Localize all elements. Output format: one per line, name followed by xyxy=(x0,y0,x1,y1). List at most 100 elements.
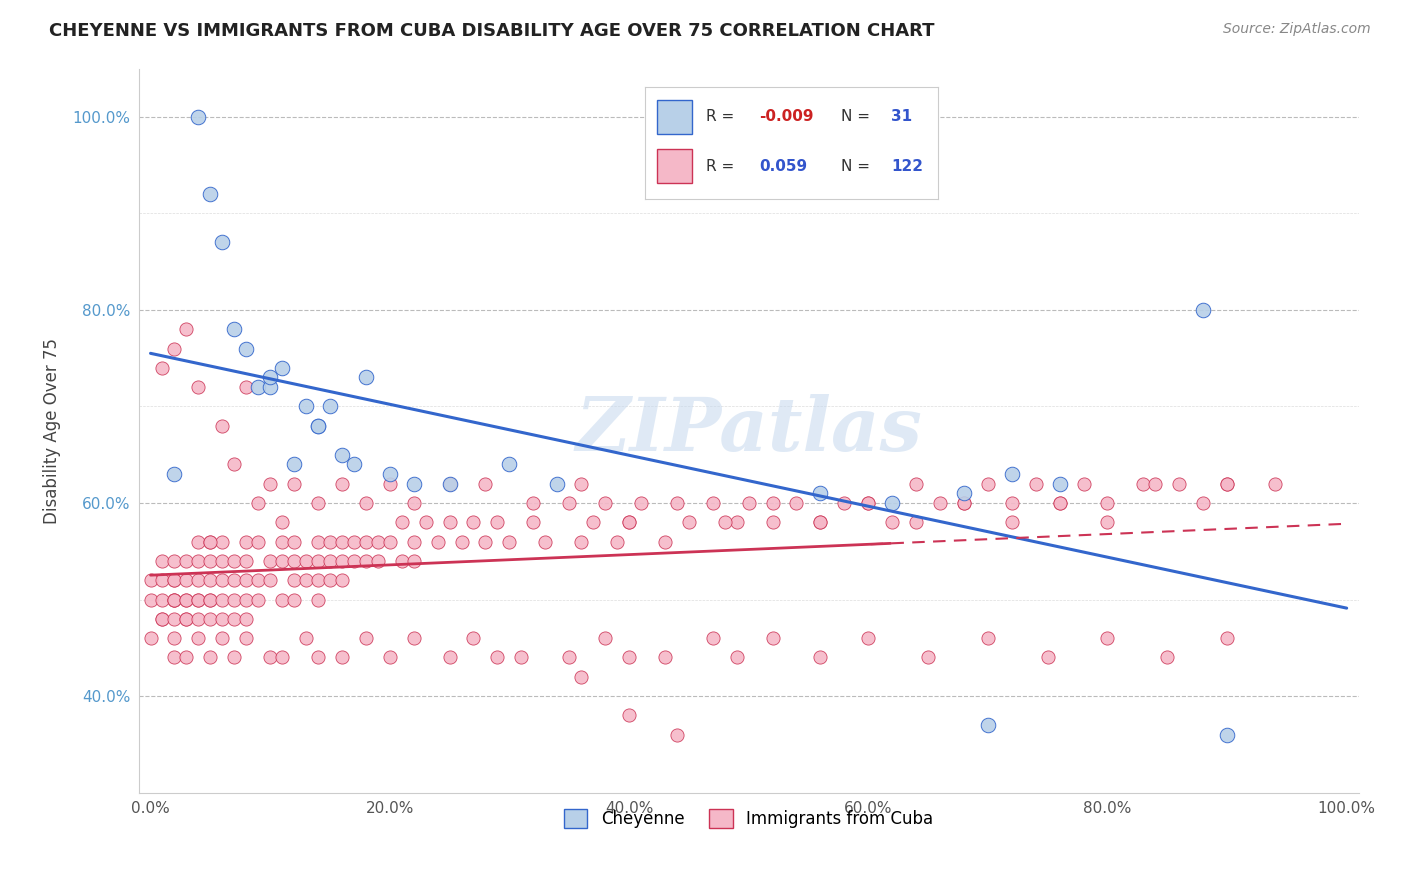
Point xyxy=(319,400,342,414)
Y-axis label: Disability Age Over 75: Disability Age Over 75 xyxy=(44,337,60,524)
Point xyxy=(593,496,616,510)
Point xyxy=(200,592,222,607)
Point xyxy=(367,554,389,568)
Point xyxy=(569,670,592,684)
Point xyxy=(211,631,233,645)
Point xyxy=(1192,302,1215,317)
Point xyxy=(235,573,257,587)
Point xyxy=(152,612,174,626)
Point xyxy=(235,592,257,607)
Point xyxy=(307,573,329,587)
Point xyxy=(1216,476,1239,491)
Point xyxy=(259,476,281,491)
Point xyxy=(200,534,222,549)
Point xyxy=(295,554,318,568)
Point xyxy=(415,516,437,530)
Point xyxy=(283,476,305,491)
Point xyxy=(200,187,222,202)
Point xyxy=(1001,516,1024,530)
Point xyxy=(163,592,186,607)
Point xyxy=(617,708,640,723)
Point xyxy=(295,573,318,587)
Point xyxy=(474,476,496,491)
Point xyxy=(152,554,174,568)
Point xyxy=(1097,516,1119,530)
Point xyxy=(953,496,976,510)
Point xyxy=(785,496,807,510)
Point xyxy=(163,592,186,607)
Point xyxy=(426,534,449,549)
Point xyxy=(235,342,257,356)
Point xyxy=(187,554,209,568)
Point xyxy=(665,496,688,510)
Point xyxy=(176,554,198,568)
Point xyxy=(1049,496,1071,510)
Point xyxy=(139,631,162,645)
Point xyxy=(200,554,222,568)
Point xyxy=(319,534,342,549)
Point xyxy=(247,380,270,394)
Point xyxy=(211,573,233,587)
Point xyxy=(247,573,270,587)
Point xyxy=(498,534,520,549)
Point xyxy=(391,554,413,568)
Point xyxy=(224,554,246,568)
Point xyxy=(391,516,413,530)
Point xyxy=(200,650,222,665)
Point xyxy=(343,458,366,472)
Point xyxy=(832,496,855,510)
Point xyxy=(200,592,222,607)
Point xyxy=(163,573,186,587)
Point xyxy=(354,534,377,549)
Point xyxy=(319,573,342,587)
Point xyxy=(1049,496,1071,510)
Point xyxy=(761,516,783,530)
Point xyxy=(235,631,257,645)
Point xyxy=(307,496,329,510)
Point xyxy=(139,592,162,607)
Text: CHEYENNE VS IMMIGRANTS FROM CUBA DISABILITY AGE OVER 75 CORRELATION CHART: CHEYENNE VS IMMIGRANTS FROM CUBA DISABIL… xyxy=(49,22,935,40)
Point xyxy=(630,496,652,510)
Point xyxy=(152,592,174,607)
Point xyxy=(1097,496,1119,510)
Point xyxy=(882,516,904,530)
Point xyxy=(163,554,186,568)
Point xyxy=(259,554,281,568)
Point xyxy=(163,612,186,626)
Point xyxy=(450,534,472,549)
Point xyxy=(319,554,342,568)
Point xyxy=(402,534,425,549)
Point xyxy=(235,612,257,626)
Point xyxy=(378,467,401,481)
Point xyxy=(354,496,377,510)
Point xyxy=(247,592,270,607)
Point xyxy=(343,554,366,568)
Point xyxy=(546,476,568,491)
Point xyxy=(247,496,270,510)
Point xyxy=(378,650,401,665)
Point xyxy=(224,650,246,665)
Point xyxy=(402,496,425,510)
Point xyxy=(702,631,724,645)
Point xyxy=(295,631,318,645)
Point xyxy=(953,496,976,510)
Point xyxy=(761,631,783,645)
Point xyxy=(163,342,186,356)
Point xyxy=(271,554,294,568)
Point xyxy=(152,360,174,375)
Point xyxy=(330,554,353,568)
Point xyxy=(176,592,198,607)
Point xyxy=(439,516,461,530)
Point xyxy=(1144,476,1167,491)
Point xyxy=(224,458,246,472)
Point xyxy=(176,592,198,607)
Point xyxy=(582,516,605,530)
Point xyxy=(187,380,209,394)
Point xyxy=(330,650,353,665)
Point xyxy=(1216,728,1239,742)
Point xyxy=(713,516,735,530)
Point xyxy=(1192,496,1215,510)
Point xyxy=(152,612,174,626)
Point xyxy=(761,496,783,510)
Point xyxy=(187,534,209,549)
